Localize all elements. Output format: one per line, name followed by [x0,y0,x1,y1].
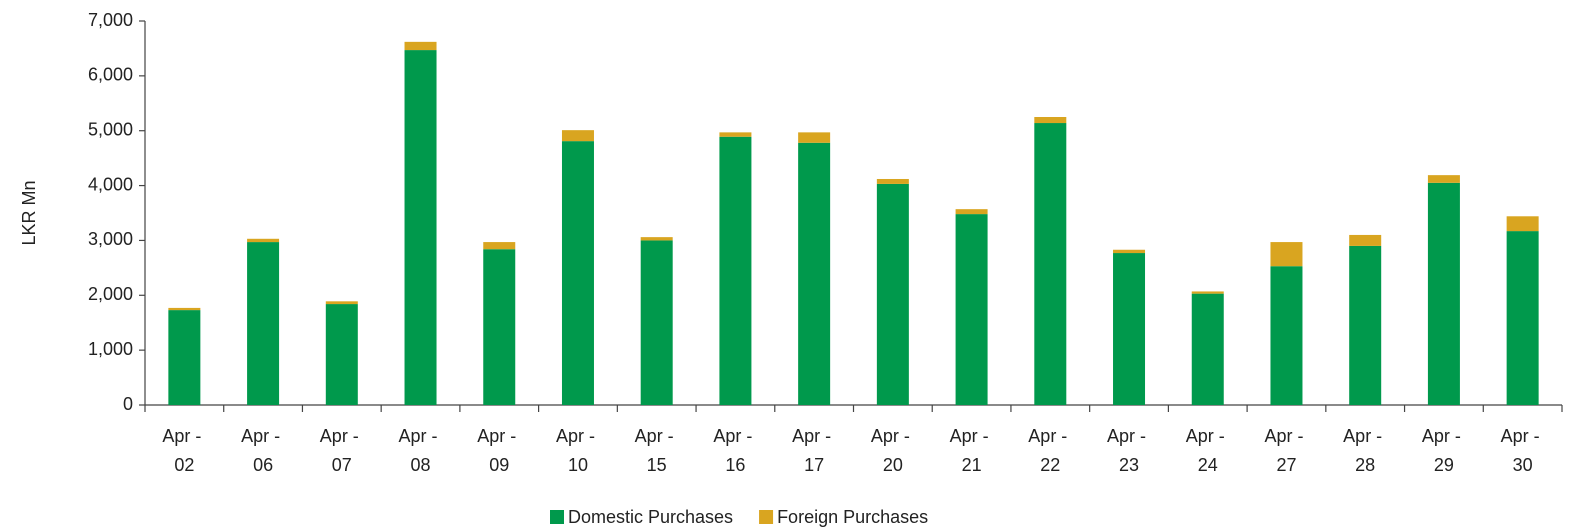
x-tick-label: Apr - 22 [1028,426,1072,475]
bar-segment [1506,231,1539,405]
y-tick-label: 7,000 [88,10,133,30]
y-tick-label: 3,000 [88,229,133,249]
y-tick-label: 5,000 [88,119,133,139]
y-tick-label: 4,000 [88,174,133,194]
y-tick-label: 2,000 [88,284,133,304]
x-tick-label: Apr - 28 [1343,426,1387,475]
x-tick-label: Apr - 30 [1501,426,1545,475]
bar-segment [1270,266,1303,405]
bar-segment [798,142,831,406]
bar-segment [876,183,909,405]
x-tick-label: Apr - 10 [556,426,600,475]
bar-segment [1191,293,1224,405]
bar-segment [955,214,988,405]
bar-segment [1113,249,1146,254]
x-tick-label: Apr - 21 [950,426,994,475]
bar-segment [876,178,909,184]
bar-segment [168,310,201,405]
bar-segment [955,209,988,215]
y-tick-label: 1,000 [88,339,133,359]
bar-segment [247,242,280,405]
bar-segment [483,249,516,405]
bar-segment [325,301,358,305]
x-tick-label: Apr - 06 [241,426,285,475]
bar-segment [1349,245,1382,405]
y-tick-label: 6,000 [88,65,133,85]
x-tick-label: Apr - 15 [635,426,679,475]
x-tick-label: Apr - 17 [792,426,836,475]
x-tick-label: Apr - 09 [477,426,521,475]
bar-segment [719,136,752,405]
bar-segment [1034,117,1067,124]
bar-segment [640,240,673,405]
bar-segment [1506,216,1539,232]
bar-segment [247,238,280,243]
bar-segment [719,132,752,137]
x-tick-label: Apr - 27 [1264,426,1308,475]
legend-label: Foreign Purchases [777,507,928,527]
legend-swatch [759,510,774,524]
bar-segment [404,50,437,406]
x-tick-label: Apr - 24 [1186,426,1230,475]
bar-segment [325,304,358,405]
bar-segment [561,130,594,142]
legend-label: Domestic Purchases [568,507,733,527]
bar-segment [1427,182,1460,405]
x-tick-label: Apr - 29 [1422,426,1466,475]
bar-segment [168,307,201,311]
x-tick-label: Apr - 23 [1107,426,1151,475]
y-tick-label: 0 [123,394,133,414]
bar-segment [1191,291,1224,294]
y-axis-title: LKR Mn [19,180,39,245]
bar-segment [1270,242,1303,267]
x-tick-label: Apr - 02 [162,426,206,475]
x-tick-label: Apr - 16 [713,426,757,475]
bar-segment [1349,234,1382,246]
bar-segment [561,141,594,405]
bar-segment [798,132,831,143]
x-tick-label: Apr - 08 [399,426,443,475]
bar-segment [1427,175,1460,183]
bar-segment [1034,123,1067,405]
bar-segment [640,237,673,241]
legend-swatch [550,510,564,524]
bar-segment [483,242,516,250]
x-tick-label: Apr - 20 [871,426,915,475]
bar-segment [404,41,437,51]
bar-segment [1113,253,1146,405]
x-tick-label: Apr - 07 [320,426,364,475]
